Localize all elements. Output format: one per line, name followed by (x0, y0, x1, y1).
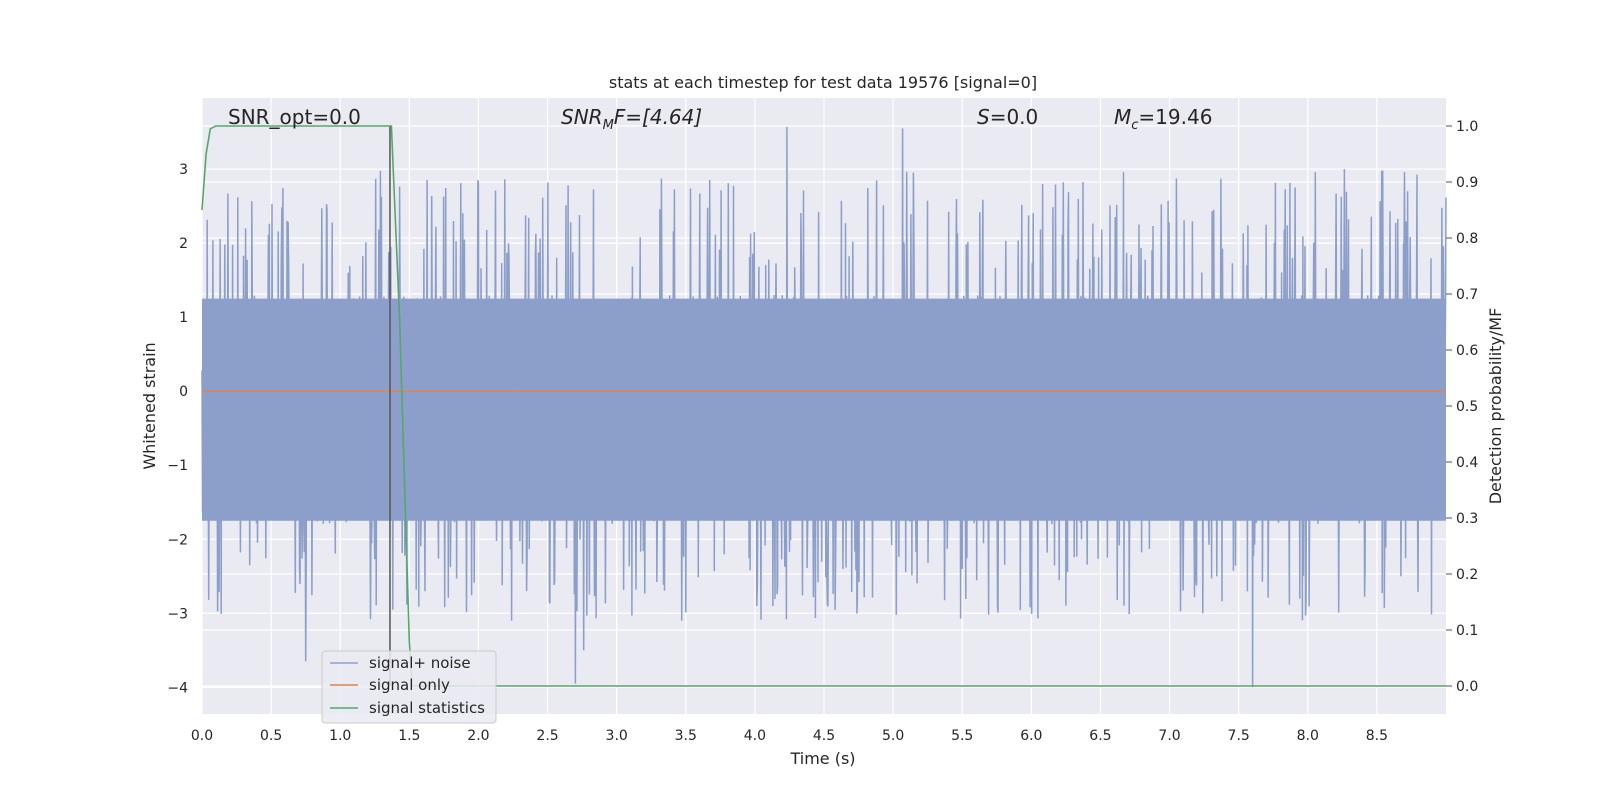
x-tick-label: 8.5 (1366, 728, 1388, 744)
y-right-axis-label: Detection probability/MF (1486, 308, 1505, 505)
x-tick-label: 2.5 (536, 728, 558, 744)
x-tick-label: 6.5 (1089, 728, 1111, 744)
annotation-mc: Mc=19.46 (1114, 105, 1212, 133)
x-tick-label: 4.5 (813, 728, 835, 744)
x-tick-label: 6.0 (1020, 728, 1042, 744)
x-tick-label: 0.5 (260, 728, 282, 744)
y-left-tick-label: −4 (167, 680, 188, 696)
noise-trace (201, 126, 1447, 688)
y-left-tick-label: 0 (179, 384, 188, 400)
legend-label-signal-plus-noise: signal+ noise (369, 654, 471, 672)
y-right-tick-labels: 1.0 0.9 0.8 0.7 0.6 0.5 0.4 0.3 0.2 0.1 0.0 (1446, 119, 1478, 695)
y-right-tick-label: 0.4 (1456, 455, 1478, 471)
y-left-tick-label: 1 (179, 310, 188, 326)
y-left-tick-label: −1 (167, 458, 188, 474)
y-right-tick-label: 0.2 (1456, 567, 1478, 583)
y-left-tick-label: 2 (179, 236, 188, 252)
x-tick-label: 5.0 (882, 728, 904, 744)
legend-label-signal-statistics: signal statistics (369, 699, 485, 717)
x-tick-label: 8.0 (1297, 728, 1319, 744)
x-tick-label: 3.0 (606, 728, 628, 744)
annotation-snr-mf: SNRMF=[4.64] (561, 105, 702, 133)
y-right-tick-label: 0.0 (1456, 679, 1478, 695)
x-tick-label: 7.5 (1228, 728, 1250, 744)
y-left-tick-labels: 3 2 1 0 −1 −2 −3 −4 (167, 162, 188, 696)
y-right-tick-label: 0.7 (1456, 287, 1478, 303)
y-right-tick-label: 1.0 (1456, 119, 1478, 135)
x-tick-label: 1.5 (398, 728, 420, 744)
legend-box (321, 650, 497, 724)
legend-label-signal-only: signal only (369, 676, 450, 694)
x-tick-label: 5.5 (951, 728, 973, 744)
annotation-s: S=0.0 (977, 105, 1038, 129)
chart-title: stats at each timestep for test data 195… (609, 73, 1037, 92)
y-right-tick-label: 0.3 (1456, 511, 1478, 527)
y-right-tick-label: 0.8 (1456, 231, 1478, 247)
x-tick-label: 1.0 (329, 728, 351, 744)
y-right-tick-label: 0.6 (1456, 343, 1478, 359)
y-left-tick-label: −3 (167, 606, 188, 622)
y-right-tick-label: 0.9 (1456, 175, 1478, 191)
y-left-tick-label: −2 (167, 532, 188, 548)
y-right-tick-label: 0.1 (1456, 623, 1478, 639)
annotation-snr-opt: SNR_opt=0.0 (228, 105, 361, 129)
x-tick-labels: 0.0 0.5 1.0 1.5 2.0 2.5 3.0 3.5 4.0 4.5 5.0 5.5 6.0 6… (191, 728, 1388, 744)
x-tick-label: 3.5 (675, 728, 697, 744)
legend: signal+ noise signal only signal statist… (321, 650, 497, 724)
y-left-tick-label: 3 (179, 162, 188, 178)
y-right-tick-label: 0.5 (1456, 399, 1478, 415)
x-tick-label: 0.0 (191, 728, 213, 744)
series-signal-plus-noise (201, 126, 1447, 688)
x-axis-label: Time (s) (789, 749, 855, 768)
x-tick-label: 7.0 (1158, 728, 1180, 744)
x-tick-label: 4.0 (744, 728, 766, 744)
y-left-axis-label: Whitened strain (140, 342, 159, 469)
x-tick-label: 2.0 (467, 728, 489, 744)
